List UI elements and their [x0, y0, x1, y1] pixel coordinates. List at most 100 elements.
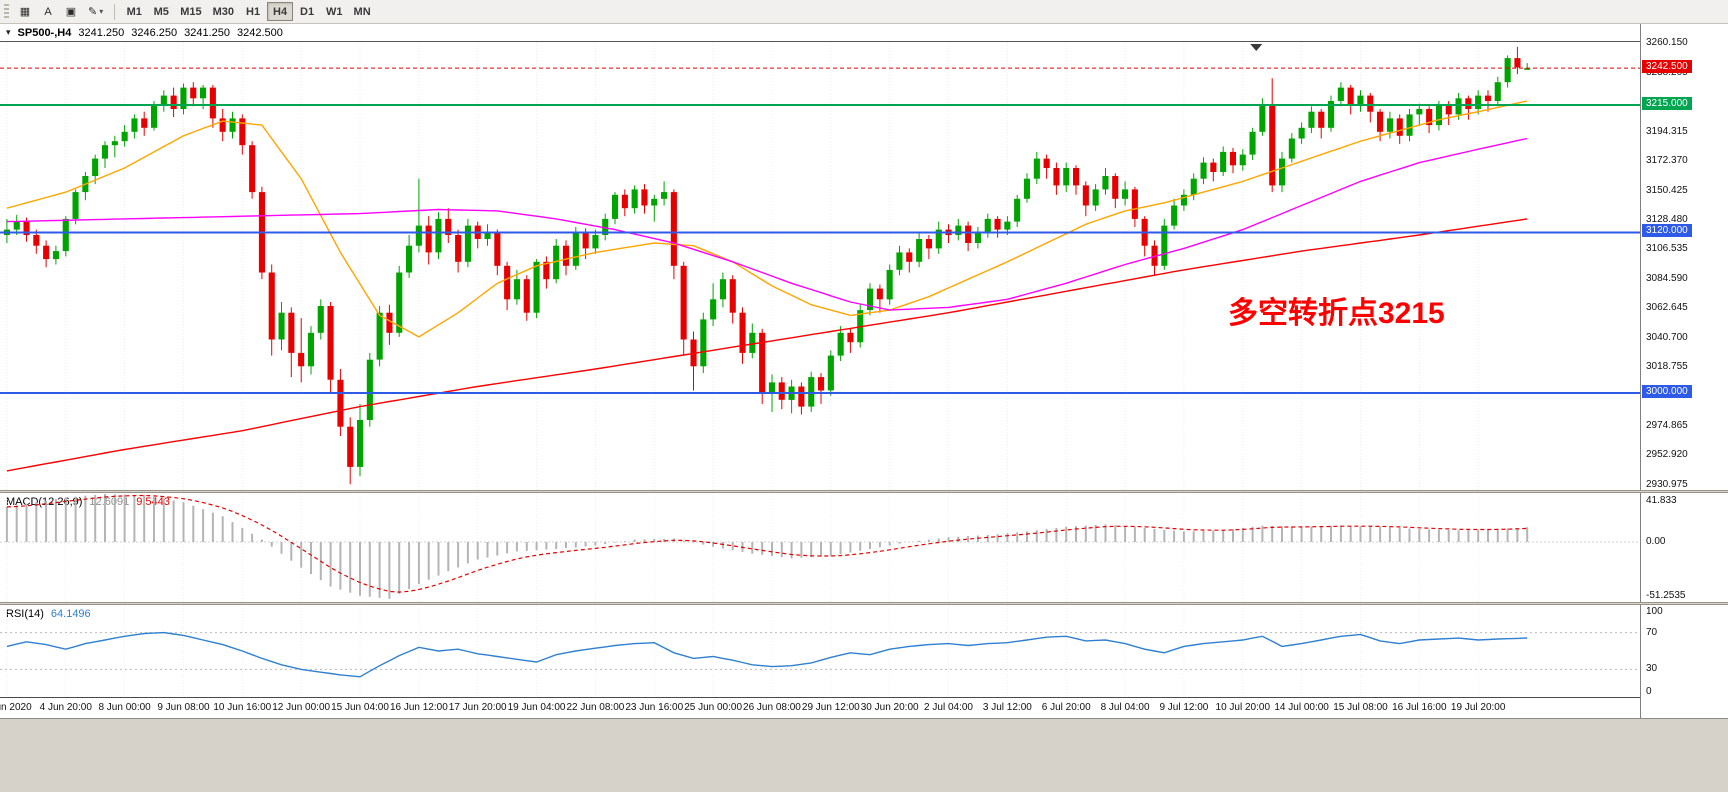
- macd-signal-line: [6, 494, 1528, 593]
- time-axis-label: 2 Jul 04:00: [924, 702, 973, 713]
- price-tick-label: 2974.865: [1646, 419, 1688, 431]
- rsi-indicator-label: RSI(14) 64.1496: [6, 608, 91, 620]
- dropdown-arrow-icon: ▾: [99, 7, 104, 16]
- drawing-tools-group: ▦ A ▣ ✎ ▾: [14, 2, 108, 21]
- price-axis[interactable]: 3260.1503238.2053216.2603194.3153172.370…: [1640, 24, 1728, 718]
- time-axis-label: 17 Jun 20:00: [448, 702, 507, 713]
- toolbar: ▦ A ▣ ✎ ▾ M1 M5 M15 M30 H1 H4 D1 W1 MN: [0, 0, 1728, 24]
- timeframe-button-m1[interactable]: M1: [121, 2, 147, 21]
- time-axis-label: 19 Jul 20:00: [1450, 702, 1506, 713]
- text-label-tool-icon: A: [44, 5, 52, 18]
- price-tick-label: 3018.755: [1646, 361, 1688, 373]
- time-axis-label: 12 Jun 00:00: [272, 702, 331, 713]
- ma-mid-magenta-line: [6, 137, 1528, 311]
- timeframe-button-mn[interactable]: MN: [349, 2, 376, 21]
- price-tick-label: 2952.920: [1646, 449, 1688, 461]
- chart-area[interactable]: ▾ SP500-,H4 3241.250 3246.250 3241.250 3…: [0, 24, 1640, 719]
- time-axis-label: 26 Jun 08:00: [743, 702, 801, 713]
- time-axis-label: 16 Jul 16:00: [1392, 702, 1447, 713]
- chart-expander-icon[interactable]: ▾: [6, 27, 11, 37]
- chart-annotation-text[interactable]: 多空转折点3215: [1228, 297, 1445, 330]
- price-tick-label: 3150.425: [1646, 184, 1688, 196]
- macd-axis-zero: 0.00: [1646, 535, 1666, 547]
- timeframe-group: M1 M5 M15 M30 H1 H4 D1 W1 MN: [121, 2, 375, 21]
- time-axis-label: 14 Jul 00:00: [1274, 702, 1329, 713]
- chart-symbol-period: SP500-,H4: [17, 26, 72, 39]
- chart-shift-marker[interactable]: [1250, 44, 1263, 51]
- current-price-badge: 3242.500: [1642, 60, 1692, 74]
- time-axis-label: 16 Jun 12:00: [389, 702, 448, 713]
- macd-grid: [6, 493, 1479, 602]
- macd-axis-max: 41.833: [1646, 495, 1677, 506]
- price-badge-3000.000: 3000.000: [1642, 385, 1692, 399]
- rsi-line: [6, 631, 1528, 678]
- macd-histogram: [5, 494, 1529, 599]
- text-frame-tool-icon: ▣: [65, 6, 77, 18]
- ohlc-open: 3241.250: [78, 26, 125, 39]
- text-frame-tool-button[interactable]: ▣: [60, 2, 82, 21]
- timeframe-button-d1[interactable]: D1: [294, 2, 320, 21]
- rsi-grid: [6, 605, 1479, 697]
- time-axis-label: 30 Jun 20:00: [860, 702, 919, 713]
- rsi-panel[interactable]: [0, 605, 1640, 697]
- price-badge-3215.000: 3215.000: [1642, 96, 1692, 110]
- price-tick-label: 3084.590: [1646, 272, 1688, 284]
- price-tick-label: 3260.150: [1646, 37, 1688, 49]
- timeframe-button-m15[interactable]: M15: [175, 2, 206, 21]
- macd-name: MACD(12,26,9): [6, 496, 83, 508]
- time-axis-label: 10 Jun 16:00: [213, 702, 272, 713]
- ma-fast-orange-line: [6, 100, 1528, 338]
- grid-lines: [6, 42, 1479, 491]
- time-axis-label: 9 Jul 12:00: [1159, 702, 1209, 713]
- rsi-value: 64.1496: [50, 608, 91, 620]
- rsi-axis-70: 70: [1646, 626, 1658, 638]
- drawing-palette-button[interactable]: ✎ ▾: [83, 2, 108, 21]
- rsi-name: RSI(14): [6, 608, 44, 620]
- price-tick-label: 3172.370: [1646, 155, 1688, 167]
- macd-panel[interactable]: [0, 493, 1640, 602]
- price-tick-label: 3062.645: [1646, 302, 1688, 314]
- time-axis-label: 15 Jul 08:00: [1333, 702, 1388, 713]
- time-axis-label: 22 Jun 08:00: [566, 702, 625, 713]
- crosshair-tool-button[interactable]: ▦: [14, 2, 36, 21]
- timeframe-button-h1[interactable]: H1: [240, 2, 266, 21]
- ohlc-close: 3242.500: [237, 26, 283, 39]
- time-axis-label: 8 Jun 00:00: [98, 702, 151, 713]
- rsi-axis-30: 30: [1646, 663, 1658, 675]
- timeframe-button-m30[interactable]: M30: [208, 2, 239, 21]
- rsi-axis-0: 0: [1646, 686, 1652, 697]
- macd-value-main: 12.6091: [89, 496, 130, 508]
- panel-separator-macd[interactable]: [0, 490, 1728, 493]
- candlestick-series: [3, 46, 1531, 485]
- time-axis-label: 8 Jul 04:00: [1100, 702, 1150, 713]
- price-tick-label: 3040.700: [1646, 331, 1688, 343]
- time-axis-label: 3 Jun 2020: [0, 702, 32, 713]
- time-axis-label: 23 Jun 16:00: [625, 702, 684, 713]
- text-label-tool-button[interactable]: A: [37, 2, 59, 21]
- price-tick-label: 2930.975: [1646, 478, 1688, 490]
- panel-separator-rsi[interactable]: [0, 602, 1728, 605]
- drawing-palette-icon: ✎: [88, 6, 98, 18]
- time-axis-label: 4 Jun 20:00: [39, 702, 92, 713]
- rsi-axis-100: 100: [1646, 606, 1663, 617]
- window-footer: [0, 718, 1728, 792]
- ohlc-high: 3246.250: [131, 26, 178, 39]
- toolbar-separator: [114, 3, 116, 20]
- time-axis[interactable]: 3 Jun 2020 4 Jun 20:00 8 Jun 00:00 9 Jun 08…: [0, 697, 1640, 719]
- time-axis-label: 29 Jun 12:00: [801, 702, 860, 713]
- time-axis-label: 6 Jul 20:00: [1041, 702, 1091, 713]
- candlestick-chart[interactable]: 多空转折点3215: [0, 41, 1640, 491]
- toolbar-drag-handle[interactable]: [4, 3, 9, 20]
- time-axis-label: 19 Jun 04:00: [507, 702, 566, 713]
- price-tick-label: 3106.535: [1646, 243, 1688, 255]
- timeframe-button-w1[interactable]: W1: [321, 2, 348, 21]
- time-axis-label: 3 Jul 12:00: [982, 702, 1032, 713]
- price-tick-label: 3194.315: [1646, 125, 1688, 137]
- time-axis-label: 25 Jun 00:00: [684, 702, 743, 713]
- ohlc-low: 3241.250: [184, 26, 231, 39]
- timeframe-button-h4[interactable]: H4: [267, 2, 294, 21]
- price-badge-3120.000: 3120.000: [1642, 224, 1692, 238]
- timeframe-button-m5[interactable]: M5: [148, 2, 174, 21]
- time-axis-label: 15 Jun 04:00: [331, 702, 389, 713]
